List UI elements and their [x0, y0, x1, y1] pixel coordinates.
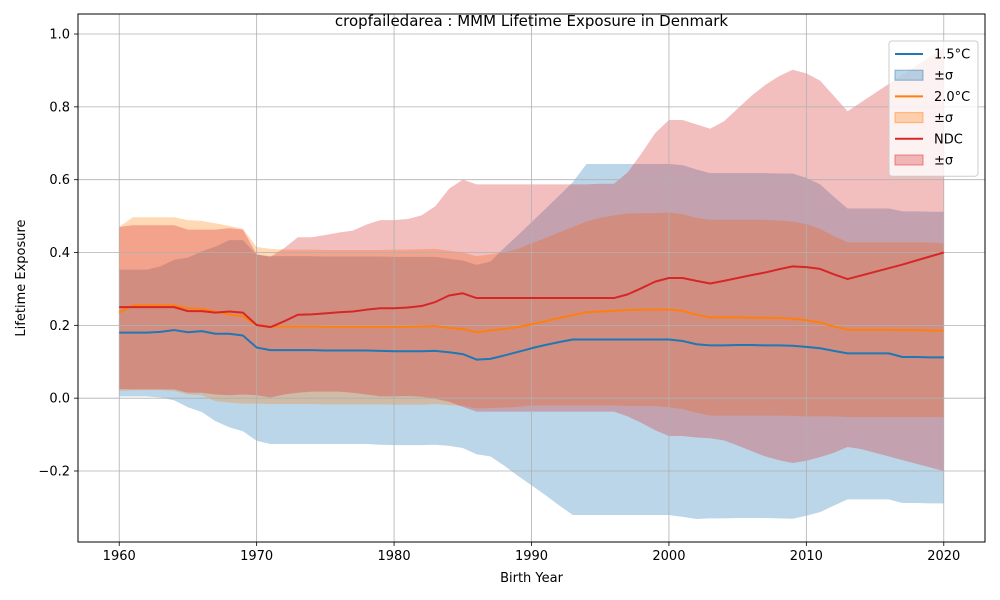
x-tick-label: 1970 — [240, 549, 273, 564]
x-tick-label: 1960 — [103, 549, 136, 564]
y-tick-label: 0.6 — [49, 173, 70, 188]
legend-label-band-1-5-c: ±σ — [934, 69, 953, 84]
x-tick-label: 1980 — [378, 549, 411, 564]
legend-label-band-2-0-c: ±σ — [934, 111, 953, 126]
legend-label-ndc: NDC — [934, 132, 963, 147]
y-tick-label: 0.2 — [49, 319, 70, 334]
legend: 1.5°C ±σ 2.0°C ±σ NDC ±σ — [888, 40, 979, 177]
chart-title: cropfailedarea : MMM Lifetime Exposure i… — [335, 12, 729, 30]
legend-swatch-band-2-0-c — [894, 112, 924, 124]
y-axis-ticks: −0.2 0.0 0.2 0.4 0.6 0.8 1.0 — [38, 28, 78, 479]
legend-label-2-0-c: 2.0°C — [934, 90, 970, 105]
x-axis-ticks: 1960 1970 1980 1990 2000 2010 2020 — [103, 542, 960, 564]
line-ndc — [119, 251, 945, 329]
legend-box — [888, 40, 979, 177]
series-lines — [118, 251, 945, 361]
legend-label-band-ndc: ±σ — [934, 154, 953, 169]
y-tick-label: 0.8 — [49, 100, 70, 115]
x-tick-label: 1990 — [515, 549, 548, 564]
y-tick-label: 1.0 — [49, 28, 70, 43]
legend-label-1-5-c: 1.5°C — [934, 48, 970, 63]
x-tick-label: 2020 — [927, 549, 960, 564]
y-tick-label: 0.0 — [49, 392, 70, 407]
y-axis-label: Lifetime Exposure — [14, 219, 29, 336]
y-tick-label: 0.4 — [49, 246, 70, 261]
legend-swatch-band-ndc — [894, 154, 924, 166]
x-tick-label: 2010 — [790, 549, 823, 564]
legend-swatch-band-1-5-c — [894, 69, 924, 81]
x-tick-label: 2000 — [652, 549, 685, 564]
line-1-5-c — [119, 329, 944, 361]
x-axis-label: Birth Year — [500, 571, 564, 586]
y-tick-label: −0.2 — [38, 464, 70, 479]
